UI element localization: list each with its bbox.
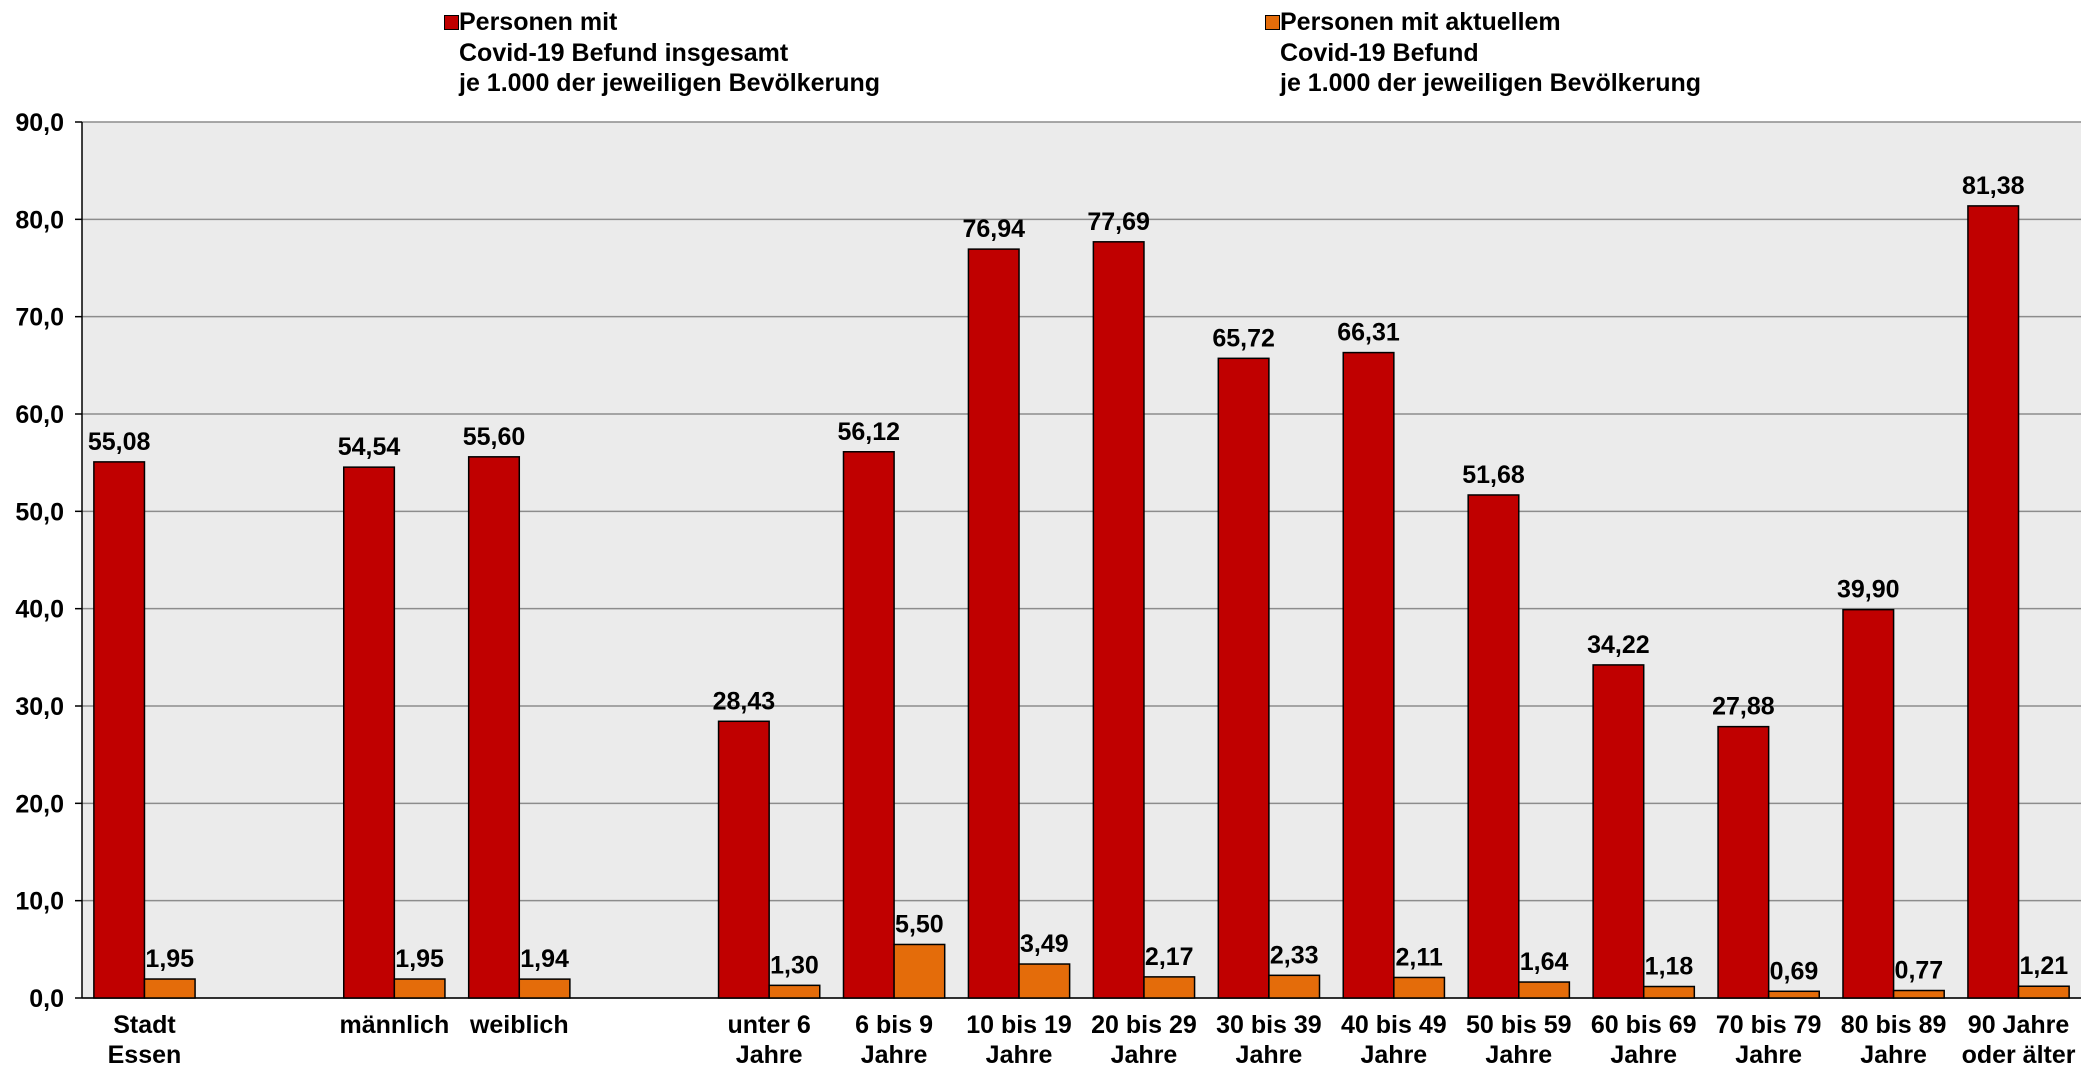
x-tick-label: 90 Jahre oder älter	[1961, 1011, 2076, 1069]
bar	[1268, 974, 1321, 999]
data-label: 0,77	[1895, 957, 1944, 985]
y-tick-label: 30,0	[15, 693, 64, 721]
x-tick-label: weiblich	[469, 1011, 569, 1039]
data-label: 55,08	[88, 428, 151, 456]
data-label: 1,30	[770, 951, 819, 979]
bar	[1143, 976, 1196, 999]
x-tick-label: 70 bis 79 Jahre	[1715, 1011, 1822, 1069]
bar	[717, 720, 770, 999]
data-label: 66,31	[1337, 319, 1400, 347]
bar	[1967, 205, 2020, 999]
data-label: 1,95	[395, 945, 444, 973]
x-tick-label: 40 bis 49 Jahre	[1341, 1011, 1447, 1069]
data-label: 2,17	[1145, 943, 1194, 971]
bar	[1217, 357, 1270, 999]
bar	[768, 984, 821, 999]
data-label: 2,33	[1270, 941, 1319, 969]
data-label: 65,72	[1212, 324, 1275, 352]
y-tick-label: 90,0	[15, 109, 64, 137]
legend-swatch	[444, 15, 459, 30]
bar	[1018, 963, 1071, 999]
legend-swatch	[1265, 15, 1280, 30]
x-tick-label: 50 bis 59 Jahre	[1465, 1011, 1572, 1069]
data-label: 2,11	[1396, 943, 1443, 971]
bar	[1892, 989, 1945, 999]
data-label: 56,12	[838, 418, 901, 446]
data-label: 34,22	[1587, 631, 1650, 659]
data-label: 3,49	[1020, 930, 1069, 958]
data-label: 77,69	[1087, 208, 1150, 236]
x-tick-label: männlich	[339, 1011, 450, 1039]
x-tick-label: unter 6 Jahre	[727, 1011, 811, 1069]
y-tick-label: 40,0	[15, 596, 64, 624]
bar	[518, 978, 571, 999]
data-label: 27,88	[1712, 693, 1775, 721]
y-tick-label: 60,0	[15, 401, 64, 429]
data-label: 76,94	[962, 215, 1025, 243]
x-tick-label: 6 bis 9 Jahre	[855, 1011, 933, 1069]
data-label: 1,64	[1520, 948, 1569, 976]
y-tick-label: 50,0	[15, 498, 64, 526]
x-tick-label: 30 bis 39 Jahre	[1216, 1011, 1322, 1069]
data-label: 28,43	[713, 687, 776, 715]
data-label: 1,18	[1645, 953, 1694, 981]
data-label: 5,50	[895, 910, 944, 938]
bar	[143, 978, 196, 999]
x-tick-label: 60 bis 69 Jahre	[1590, 1011, 1697, 1069]
data-label: 55,60	[463, 423, 526, 451]
data-label: 0,69	[1770, 957, 1819, 985]
legend-label: Personen mit aktuellem Covid-19 Befund j…	[1280, 8, 1702, 97]
x-tick-label: 20 bis 29 Jahre	[1091, 1011, 1197, 1069]
data-label: 1,21	[2019, 952, 2068, 980]
bar	[1767, 990, 1821, 999]
bar	[1518, 981, 1571, 999]
y-tick-label: 20,0	[15, 790, 64, 818]
data-label: 1,95	[145, 945, 194, 973]
x-tick-label: 10 bis 19 Jahre	[966, 1011, 1072, 1069]
bar	[393, 978, 446, 999]
x-tick-label: 80 bis 89 Jahre	[1840, 1011, 1947, 1069]
bar	[2017, 985, 2070, 999]
bar	[93, 461, 146, 999]
legend-label: Personen mit Covid-19 Befund insgesamt j…	[459, 8, 881, 97]
y-tick-label: 10,0	[15, 888, 64, 916]
bar	[1342, 351, 1395, 999]
data-label: 39,90	[1837, 576, 1900, 604]
data-label: 54,54	[338, 433, 401, 461]
bar	[1842, 608, 1895, 999]
bar	[1717, 725, 1770, 999]
bar	[1467, 494, 1520, 999]
bar	[1642, 985, 1696, 999]
y-tick-label: 80,0	[15, 206, 64, 234]
bar	[893, 943, 946, 999]
data-label: 81,38	[1962, 172, 2025, 200]
bar	[967, 248, 1020, 999]
data-label: 51,68	[1462, 461, 1525, 489]
bar	[842, 451, 895, 999]
y-tick-label: 0,0	[29, 985, 64, 1013]
bar	[342, 466, 396, 999]
y-tick-label: 70,0	[15, 304, 64, 332]
bar	[467, 456, 521, 999]
bar	[1592, 664, 1645, 999]
bar	[1393, 976, 1446, 999]
data-label: 1,94	[520, 945, 569, 973]
bar	[1092, 241, 1145, 999]
x-tick-label: Stadt Essen	[107, 1011, 182, 1069]
